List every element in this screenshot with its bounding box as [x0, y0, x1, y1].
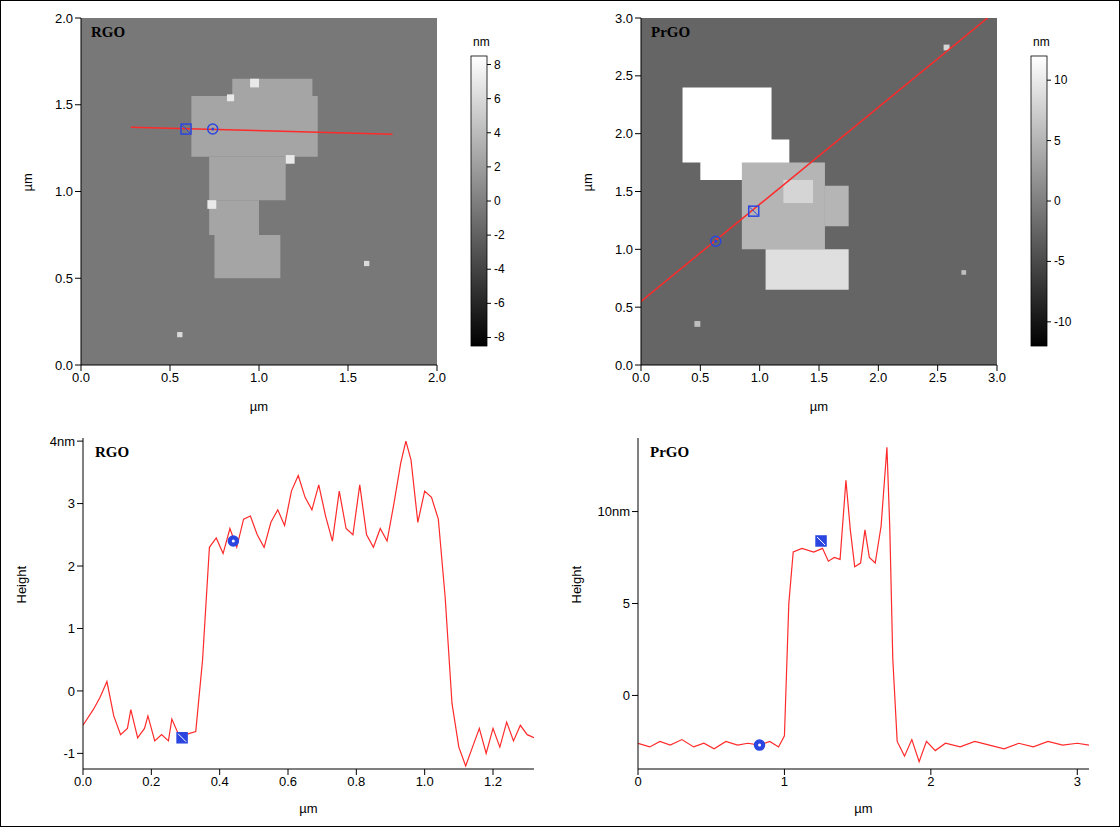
svg-text:0.5: 0.5	[161, 370, 179, 385]
svg-text:4nm: 4nm	[50, 434, 75, 449]
svg-text:5: 5	[623, 596, 630, 611]
svg-text:-2: -2	[494, 228, 505, 242]
svg-text:0: 0	[494, 194, 501, 208]
svg-text:2.0: 2.0	[55, 11, 73, 26]
svg-text:3.0: 3.0	[615, 11, 633, 26]
svg-text:0.0: 0.0	[72, 370, 90, 385]
svg-text:nm: nm	[473, 35, 490, 49]
svg-text:8: 8	[494, 58, 501, 72]
svg-text:2.0: 2.0	[428, 370, 446, 385]
svg-text:2.5: 2.5	[615, 68, 633, 83]
svg-text:2: 2	[68, 559, 75, 574]
svg-text:0.4: 0.4	[211, 774, 229, 789]
svg-text:-8: -8	[494, 330, 505, 344]
svg-text:4: 4	[494, 126, 501, 140]
svg-text:2.0: 2.0	[615, 126, 633, 141]
svg-text:µm: µm	[580, 173, 595, 191]
svg-text:µm: µm	[20, 173, 35, 191]
svg-text:0: 0	[1054, 194, 1061, 208]
svg-text:µm: µm	[810, 399, 828, 414]
svg-text:0: 0	[68, 684, 75, 699]
svg-text:1.0: 1.0	[416, 774, 434, 789]
svg-text:-5: -5	[1054, 254, 1065, 268]
svg-text:3: 3	[1074, 774, 1081, 789]
svg-text:3.0: 3.0	[988, 370, 1006, 385]
svg-text:0.8: 0.8	[347, 774, 365, 789]
svg-text:1.5: 1.5	[615, 184, 633, 199]
svg-text:1.2: 1.2	[484, 774, 502, 789]
svg-text:1.5: 1.5	[55, 97, 73, 112]
svg-text:3: 3	[68, 496, 75, 511]
svg-text:µm: µm	[854, 801, 872, 816]
svg-text:µm: µm	[250, 399, 268, 414]
svg-text:0.0: 0.0	[74, 774, 92, 789]
svg-text:2.0: 2.0	[869, 370, 887, 385]
svg-text:0.0: 0.0	[615, 358, 633, 373]
html-text:RGO: RGO	[95, 444, 130, 460]
html-text:PrGO: PrGO	[650, 444, 690, 460]
svg-text:-4: -4	[494, 262, 505, 276]
html-text:PrGO: PrGO	[651, 24, 691, 40]
svg-text:0.5: 0.5	[691, 370, 709, 385]
svg-text:0.6: 0.6	[279, 774, 297, 789]
svg-text:0.5: 0.5	[55, 271, 73, 286]
svg-text:5: 5	[1054, 134, 1061, 148]
svg-text:1.0: 1.0	[751, 370, 769, 385]
svg-text:1.5: 1.5	[339, 370, 357, 385]
svg-text:1: 1	[68, 621, 75, 636]
svg-text:Height: Height	[569, 566, 584, 604]
svg-text:1.0: 1.0	[615, 242, 633, 257]
svg-text:2: 2	[927, 774, 934, 789]
svg-text:-10: -10	[1054, 315, 1072, 329]
html-text:RGO: RGO	[91, 24, 126, 40]
svg-text:10: 10	[1054, 73, 1068, 87]
svg-text:2: 2	[494, 160, 501, 174]
svg-text:Height: Height	[14, 566, 29, 604]
svg-text:-1: -1	[63, 746, 75, 761]
svg-text:0.0: 0.0	[632, 370, 650, 385]
svg-text:0.2: 0.2	[142, 774, 160, 789]
svg-text:0: 0	[634, 774, 641, 789]
svg-text:0.0: 0.0	[55, 358, 73, 373]
svg-text:0: 0	[623, 688, 630, 703]
svg-text:10nm: 10nm	[597, 504, 630, 519]
svg-text:6: 6	[494, 92, 501, 106]
svg-text:nm: nm	[1033, 35, 1050, 49]
svg-text:µm: µm	[299, 801, 317, 816]
svg-text:2.5: 2.5	[929, 370, 947, 385]
svg-text:-6: -6	[494, 296, 505, 310]
svg-text:0.5: 0.5	[615, 300, 633, 315]
svg-text:1.0: 1.0	[55, 184, 73, 199]
svg-text:1.0: 1.0	[250, 370, 268, 385]
svg-text:1.5: 1.5	[810, 370, 828, 385]
svg-text:1: 1	[781, 774, 788, 789]
